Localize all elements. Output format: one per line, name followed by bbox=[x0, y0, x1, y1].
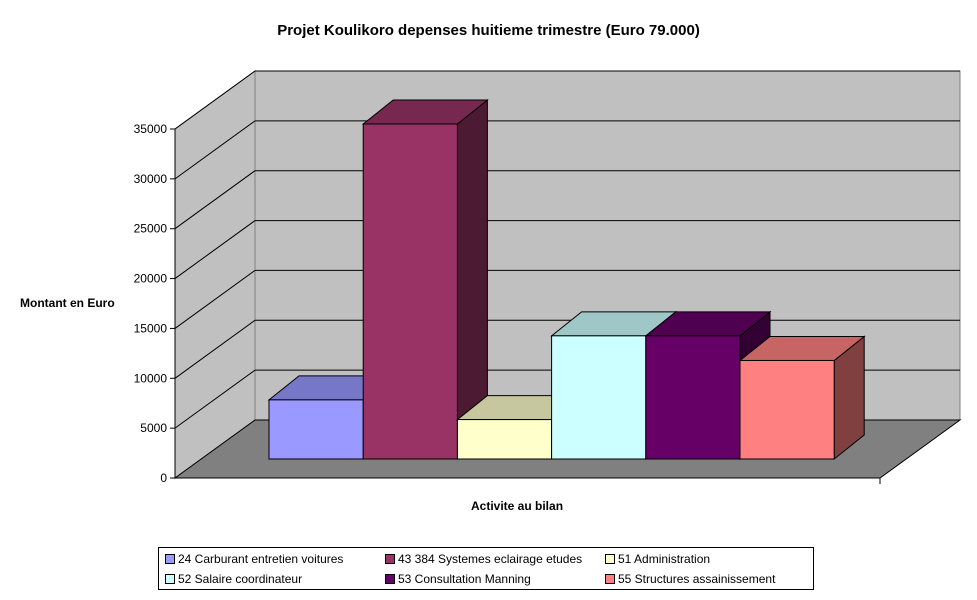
legend-label: 24 Carburant entretien voitures bbox=[178, 552, 344, 566]
legend-swatch bbox=[605, 574, 615, 584]
bar bbox=[739, 359, 835, 460]
y-axis-title: Montant en Euro bbox=[20, 296, 115, 310]
y-tick-label: 15000 bbox=[134, 321, 168, 335]
legend: 24 Carburant entretien voitures 43 384 Sy… bbox=[158, 547, 814, 590]
gridline-side bbox=[174, 319, 256, 379]
bar bbox=[362, 123, 458, 460]
legend-item: 43 384 Systemes eclairage etudes bbox=[385, 552, 582, 566]
legend-item: 24 Carburant entretien voitures bbox=[165, 552, 343, 566]
legend-label: 53 Consultation Manning bbox=[398, 572, 531, 586]
legend-item: 55 Structures assainissement bbox=[605, 572, 775, 586]
bar bbox=[645, 335, 741, 460]
legend-label: 55 Structures assainissement bbox=[618, 572, 776, 586]
y-tick-label: 25000 bbox=[134, 222, 168, 236]
legend-item: 53 Consultation Manning bbox=[385, 572, 531, 586]
y-tick-label: 30000 bbox=[134, 172, 168, 186]
bar bbox=[268, 399, 364, 460]
y-tick-label: 0 bbox=[160, 471, 167, 485]
x-axis-title: Activite au bilan bbox=[471, 499, 564, 513]
legend-label: 52 Salaire coordinateur bbox=[178, 572, 303, 586]
legend-swatch bbox=[385, 574, 395, 584]
legend-swatch bbox=[385, 554, 395, 564]
bar bbox=[456, 419, 553, 460]
gridline-side bbox=[174, 170, 256, 230]
legend-label: 51 Administration bbox=[618, 552, 711, 566]
y-tick-label: 10000 bbox=[134, 371, 168, 385]
legend-swatch bbox=[165, 574, 175, 584]
legend-swatch bbox=[605, 554, 615, 564]
legend-label: 43 384 Systemes eclairage etudes bbox=[398, 552, 583, 566]
y-tick-label: 20000 bbox=[134, 272, 168, 286]
gridline-side bbox=[174, 120, 256, 180]
gridline-side bbox=[174, 369, 256, 429]
side-wall bbox=[174, 70, 256, 479]
y-tick-label: 5000 bbox=[140, 421, 167, 435]
gridline-side bbox=[174, 220, 256, 279]
gridline-side bbox=[174, 70, 256, 130]
chart-title: Projet Koulikoro depenses huitieme trime… bbox=[277, 22, 700, 39]
gridline-side bbox=[174, 270, 256, 329]
legend-item: 52 Salaire coordinateur bbox=[165, 572, 302, 586]
bar bbox=[551, 335, 647, 460]
legend-item: 51 Administration bbox=[605, 552, 710, 566]
legend-swatch bbox=[165, 554, 175, 564]
y-tick-label: 35000 bbox=[134, 122, 168, 136]
